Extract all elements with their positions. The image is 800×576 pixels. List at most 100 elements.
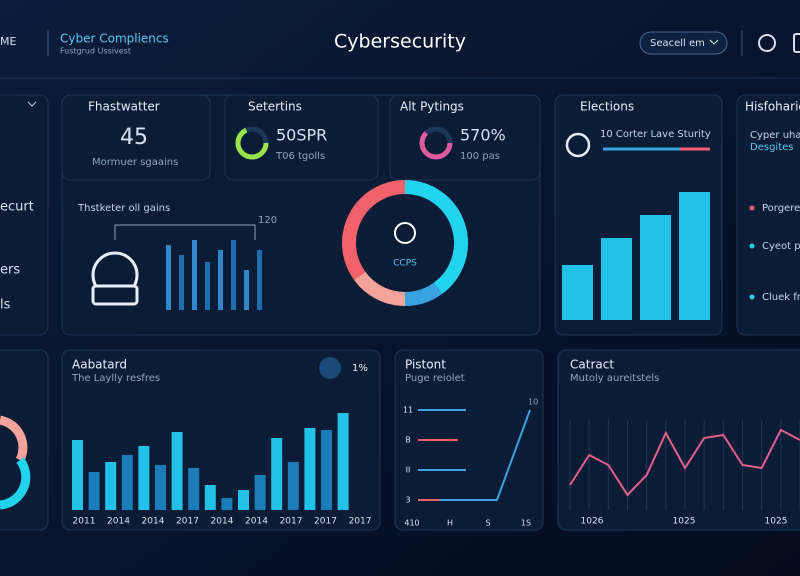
line xyxy=(440,409,531,501)
bullet xyxy=(749,205,755,211)
tagline: Fustgrud Ussivest xyxy=(60,47,131,56)
bar xyxy=(121,455,133,510)
stat-card xyxy=(224,94,379,181)
stat-card xyxy=(61,94,211,181)
x-tick-label: 2014 xyxy=(107,517,130,527)
bar xyxy=(257,250,262,310)
bar xyxy=(72,440,83,510)
bar xyxy=(166,245,171,310)
x-tick-label: 1025 xyxy=(673,517,696,527)
bar xyxy=(271,438,283,510)
donut-segment xyxy=(404,282,443,306)
bullet-text: Porgere xyxy=(762,203,800,214)
shield-avatar xyxy=(91,251,139,306)
left-item: ers xyxy=(0,263,20,278)
bar xyxy=(337,413,349,510)
line xyxy=(569,428,800,497)
bar xyxy=(601,238,632,320)
left-item: ls xyxy=(0,298,11,313)
panel-title: Thstketer oll gains xyxy=(77,203,170,214)
card-subtitle: The Laylly resfres xyxy=(71,373,160,384)
stat-card xyxy=(389,94,541,181)
bar xyxy=(238,490,249,510)
y-tick-label: II xyxy=(406,466,411,475)
y-tick-label: 11 xyxy=(403,406,413,415)
user-icon[interactable] xyxy=(793,33,800,53)
y-tick-label: B xyxy=(405,436,411,445)
bar xyxy=(138,446,150,510)
alert-icon[interactable] xyxy=(758,34,776,52)
donut-segment xyxy=(404,180,468,294)
card-title: Aabatard xyxy=(72,358,127,372)
x-tick-label: 2017 xyxy=(314,517,337,527)
bar xyxy=(171,432,183,510)
chevron xyxy=(27,101,37,107)
bar xyxy=(562,265,593,320)
donut-segment xyxy=(354,271,406,306)
panel-max: 120 xyxy=(258,215,277,226)
badge-icon[interactable] xyxy=(319,357,341,379)
bullet-text: Cyeot p xyxy=(762,241,800,252)
product-name: Cyber Compliencs xyxy=(60,32,169,46)
bar xyxy=(218,250,223,310)
bullet-text: Cluek fr xyxy=(762,292,800,303)
search-box[interactable]: Seacell em xyxy=(639,31,728,55)
history-card xyxy=(736,94,800,336)
card-title: Catract xyxy=(570,358,614,372)
bracket xyxy=(114,224,256,240)
stat-caption: 100 pas xyxy=(460,151,500,162)
stat-caption: Mormuer sgaains xyxy=(92,157,178,168)
card-title: Fhastwatter xyxy=(88,100,160,114)
card-title: Pistont xyxy=(405,358,446,372)
card-title: Setertins xyxy=(248,100,302,114)
y-tick-label: 3 xyxy=(405,496,410,505)
bar xyxy=(221,498,233,510)
x-tick-label: S xyxy=(485,519,490,528)
search-text: Seacell em xyxy=(650,38,705,49)
x-tick-label: 2017 xyxy=(349,517,372,527)
page-title: Cybersecurity xyxy=(334,31,466,53)
donut-fragment xyxy=(0,415,28,462)
donut-fragment xyxy=(0,457,31,510)
contract-card xyxy=(557,349,800,531)
brand: ME xyxy=(0,35,16,48)
card-title: Hisfoharie xyxy=(745,100,800,114)
stat-value: 45 xyxy=(120,125,148,150)
x-tick-label: 1026 xyxy=(581,517,604,527)
card-subtitle: Mutoly aureitstels xyxy=(570,373,659,384)
bullet xyxy=(749,294,755,300)
chart-label: 10 xyxy=(528,398,538,407)
avatar-icon xyxy=(565,132,591,158)
x-tick-label: 410 xyxy=(404,519,419,528)
card-subtitle: Puge reiolet xyxy=(405,373,465,384)
left-card xyxy=(0,94,49,336)
donut-segment xyxy=(342,180,406,281)
bar xyxy=(679,192,710,320)
bar xyxy=(179,255,184,310)
left-item: ecurt xyxy=(0,200,34,215)
lock-icon xyxy=(394,222,416,244)
x-tick-label: 2017 xyxy=(176,517,199,527)
bar xyxy=(105,462,117,510)
x-tick-label: 2017 xyxy=(280,517,303,527)
bar xyxy=(192,240,197,310)
card-line: Cyper uhar xyxy=(750,130,800,141)
bar xyxy=(287,462,299,510)
bar xyxy=(205,262,210,310)
bar xyxy=(304,428,316,510)
bar xyxy=(254,475,266,510)
card-title: Alt Pytings xyxy=(400,100,464,114)
x-tick-label: 2014 xyxy=(142,517,165,527)
badge-text: 1% xyxy=(352,363,368,374)
chevron xyxy=(709,39,719,45)
x-tick-label: 1S xyxy=(521,519,531,528)
bar xyxy=(640,215,671,320)
stat-caption: T06 tgolls xyxy=(275,151,325,162)
pistont-card xyxy=(394,349,544,531)
bullet xyxy=(749,243,755,249)
search-field[interactable] xyxy=(639,31,728,55)
donut-center: CCPS xyxy=(393,259,417,269)
x-tick-label: 2014 xyxy=(245,517,268,527)
bar xyxy=(88,472,100,510)
